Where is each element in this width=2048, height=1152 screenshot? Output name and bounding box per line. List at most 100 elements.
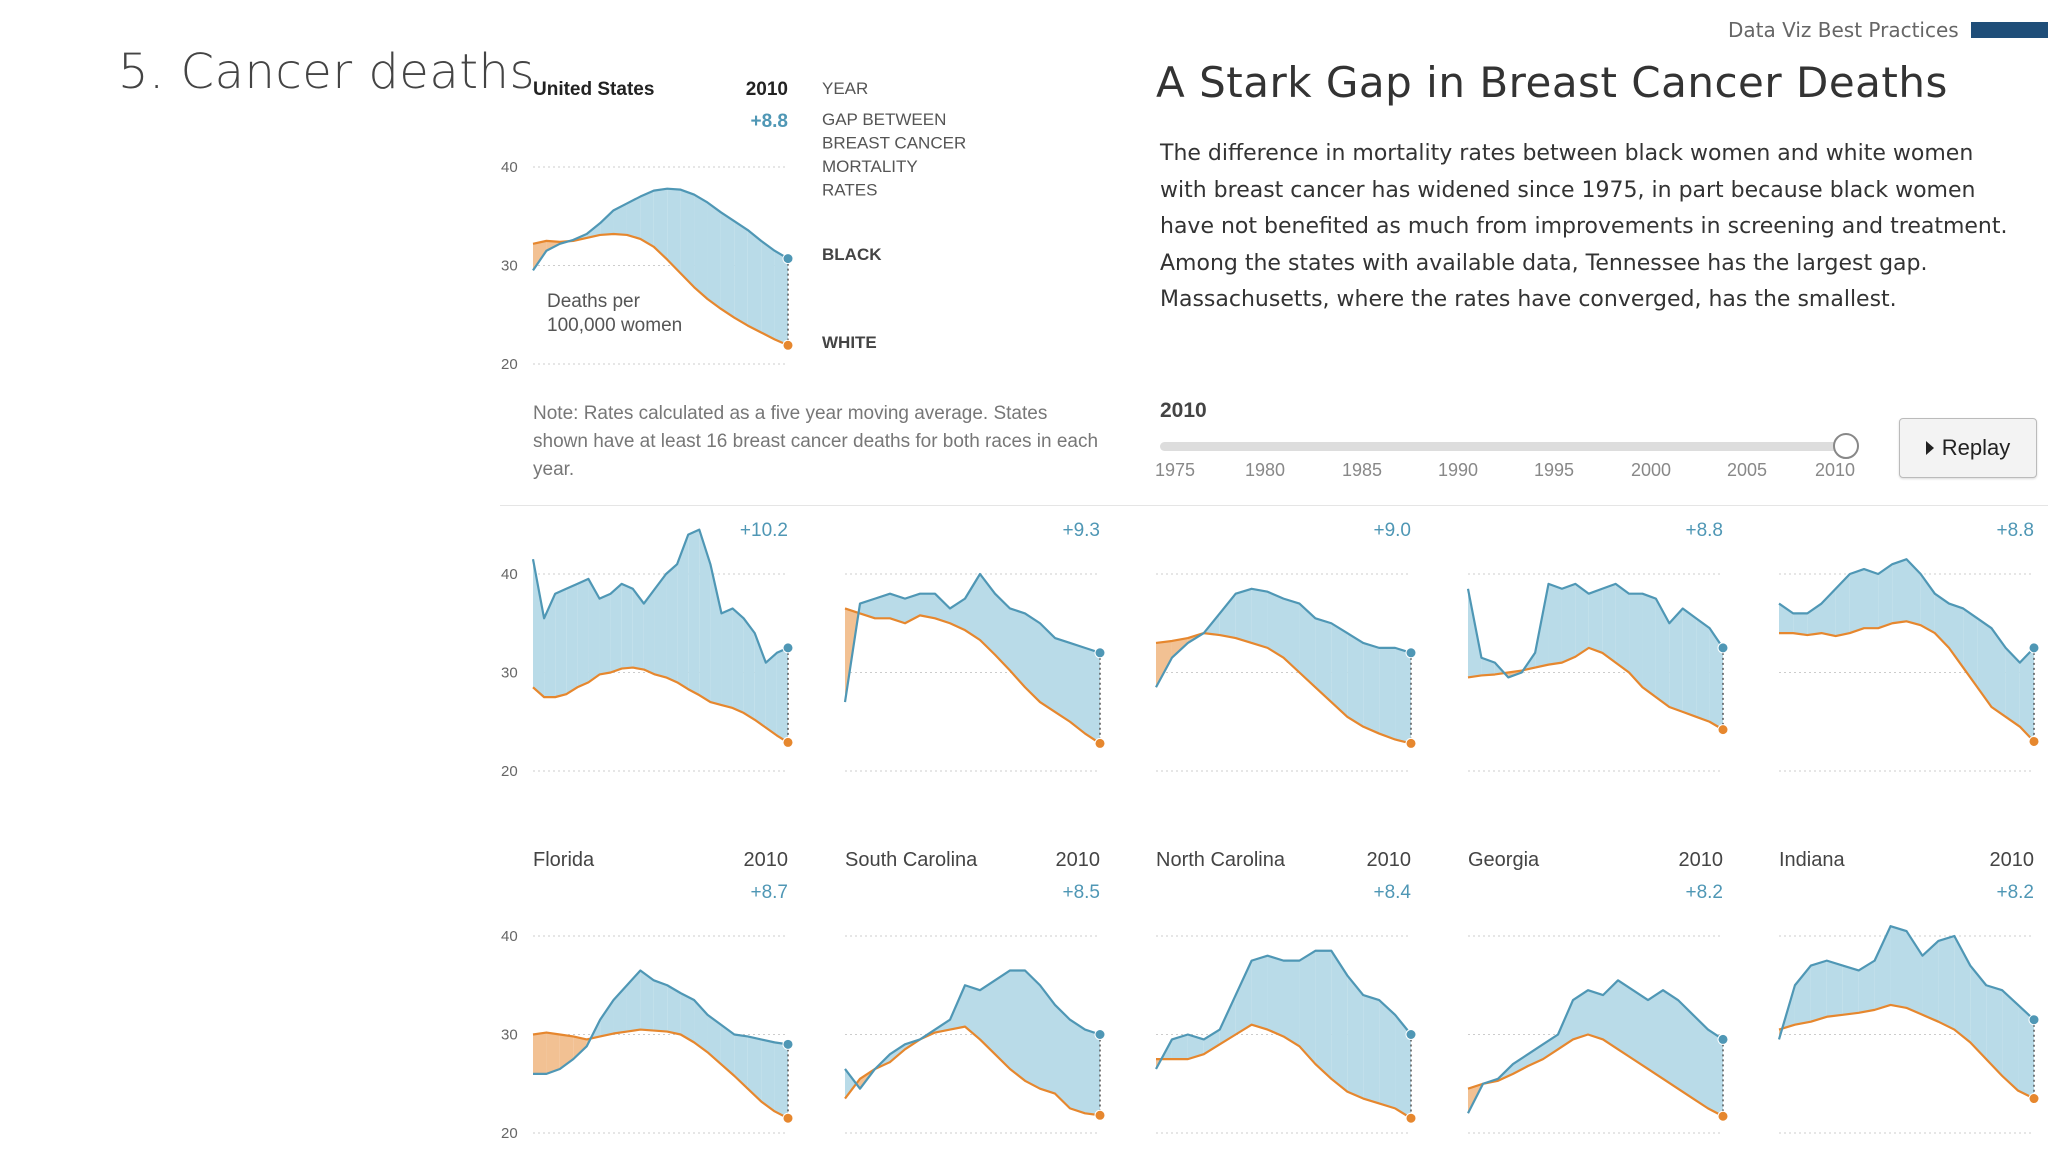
gap-area [761,240,775,340]
gap-area [1629,593,1643,688]
gap-area [1267,591,1284,658]
gap-area [533,1032,547,1074]
axis-unit-label: 100,000 women [547,315,682,336]
year-slider-track[interactable] [1160,442,1844,451]
slider-tick: 1990 [1438,460,1479,480]
gap-area [761,1039,775,1112]
gap-area [1040,985,1055,1094]
gap-area [1315,950,1332,1079]
black-rate-line [531,528,789,664]
white-endpoint [1405,737,1417,749]
y-tick-label: 30 [501,665,518,682]
gap-area [1648,990,1663,1079]
gap-area [1678,1000,1693,1099]
panel-year: 2010 [1056,849,1101,871]
gap-area [1283,598,1300,673]
gap-area [860,598,875,619]
white-endpoint [2028,735,2040,747]
gap-area [2005,647,2020,727]
gap-area [1187,1034,1204,1060]
gap-area [1603,980,1618,1050]
y-tick-label: 30 [501,258,518,275]
gap-area [1267,955,1284,1037]
gap-area [1219,995,1236,1045]
slide-title: 5. Cancer deaths [118,44,535,100]
gap-area [1991,628,2006,717]
gap-area [1922,940,1939,1022]
gap-area [1085,647,1100,744]
year-slider-handle[interactable] [1833,433,1859,459]
gap-area [721,608,733,708]
gap-area [2018,1004,2034,1099]
gap-area [1906,931,1923,1015]
gap-area [1299,950,1316,1065]
gap-area [1395,1014,1411,1119]
white-endpoint [782,339,794,351]
gap-area [920,593,935,619]
gap-area [743,618,755,720]
panel-year: 2010 [744,849,789,871]
white-endpoint [1094,737,1106,749]
gap-area [653,980,668,1032]
gap-area [666,564,678,683]
gap-area [1842,965,1859,1015]
black-rate-line [844,969,1101,1090]
legend-gap-label: RATES [822,181,877,200]
panel-name: North Carolina [1156,849,1286,871]
gap-area [1251,588,1268,648]
black-endpoint [1717,1033,1729,1045]
slider-tick: 1975 [1155,460,1196,480]
gap-area [1235,960,1252,1035]
gap-area [653,188,668,260]
gap-area [533,240,547,271]
gap-area [1040,623,1055,712]
panel-name: United States [533,79,654,100]
gap-area [533,559,545,698]
legend-gap-label: GAP BETWEEN [822,110,946,129]
gap-area [1920,574,1935,634]
gap-area [1682,608,1697,717]
gap-area [555,588,567,698]
gap-area [1070,642,1085,734]
gap-area [544,593,556,698]
gap-area [980,980,995,1055]
white-endpoint [782,1112,794,1124]
gap-area [667,188,681,274]
panel-gap: +8.8 [1685,520,1723,541]
gap-area [1347,633,1364,727]
y-tick-label: 20 [501,356,518,373]
gap-area [1892,559,1907,624]
gap-area [1938,936,1955,1030]
gap-area [1970,965,1987,1060]
gap-area [1573,990,1588,1040]
legend-gap-label: MORTALITY [822,157,918,176]
white-rate-line [844,1025,1101,1117]
gap-area [632,588,644,670]
gap-area [2002,990,2019,1091]
panel-gap: +8.8 [750,111,788,132]
panel-year: 2010 [1367,849,1412,871]
gap-area [1878,564,1893,629]
gap-area [707,1014,721,1065]
black-endpoint [2028,1014,2040,1026]
white-rate-line [1467,646,1724,731]
gap-area [573,1036,587,1060]
gap-area [1025,970,1040,1089]
gap-area [995,593,1010,671]
gap-area [1874,926,1891,1010]
gap-area [1070,1019,1085,1114]
gap-area [1171,1034,1188,1060]
black-rate-line [843,572,1101,703]
gap-area [1283,960,1300,1047]
white-endpoint [1405,1112,1417,1124]
gap-area [694,194,708,299]
gap-area [688,529,700,696]
slider-tick: 1995 [1534,460,1575,480]
gap-area [1858,960,1875,1013]
white-rate-line [532,1028,789,1120]
panel-gap: +8.8 [1996,520,2034,541]
gap-area [577,578,589,688]
replay-button[interactable]: Replay [1899,418,2037,478]
gap-area [1055,1004,1070,1109]
gap-area [1379,647,1396,740]
